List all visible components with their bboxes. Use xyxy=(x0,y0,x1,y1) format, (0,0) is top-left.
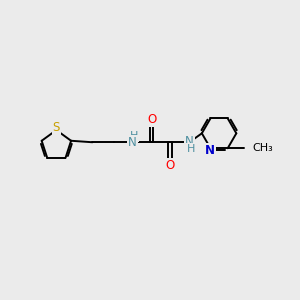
Text: O: O xyxy=(165,159,175,172)
Text: CH₃: CH₃ xyxy=(252,143,273,153)
Text: N: N xyxy=(185,135,194,148)
Text: O: O xyxy=(147,112,156,126)
Text: N: N xyxy=(205,144,215,157)
Text: H: H xyxy=(130,131,138,141)
Text: H: H xyxy=(187,144,195,154)
Text: N: N xyxy=(128,136,137,149)
Text: S: S xyxy=(53,121,60,134)
